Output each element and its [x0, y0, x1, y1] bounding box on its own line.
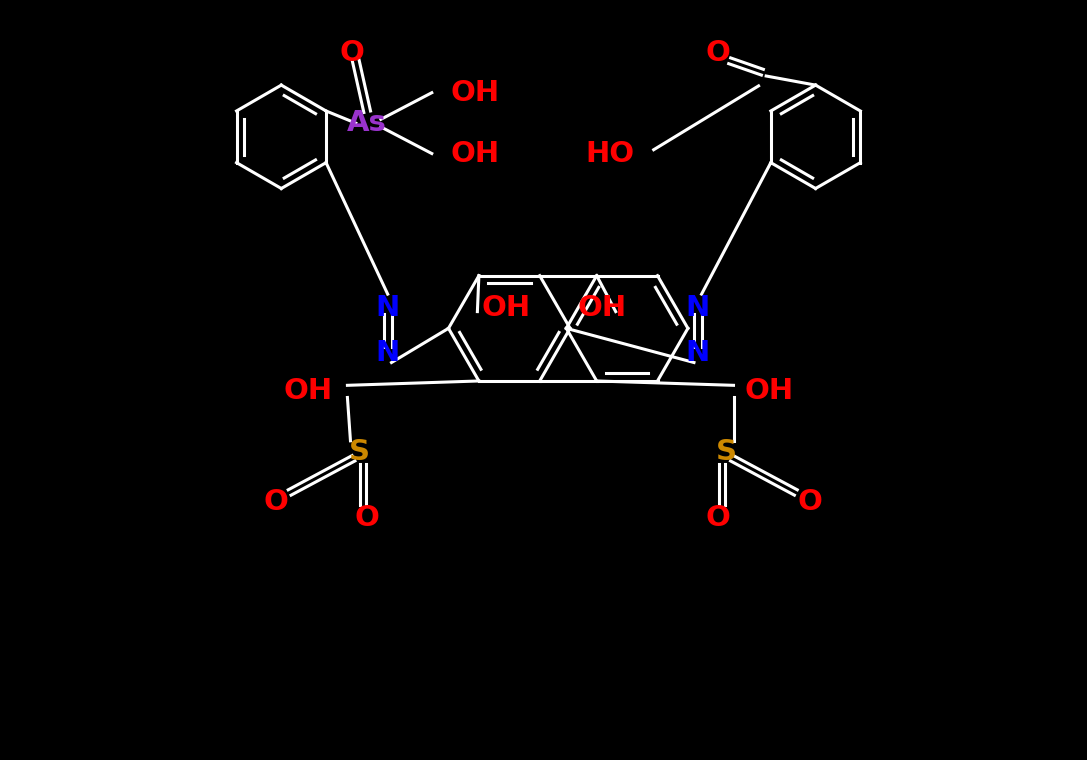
Text: N: N [376, 294, 400, 321]
Text: S: S [349, 439, 370, 466]
Text: O: O [354, 505, 379, 532]
Text: OH: OH [283, 378, 333, 405]
Text: As: As [347, 109, 387, 137]
Text: N: N [686, 294, 710, 321]
Text: S: S [715, 439, 736, 466]
Text: O: O [263, 488, 288, 515]
Text: OH: OH [745, 378, 794, 405]
Text: N: N [686, 340, 710, 367]
Text: O: O [705, 505, 730, 532]
Text: O: O [705, 40, 730, 67]
Text: OH: OH [577, 294, 627, 321]
Text: OH: OH [451, 140, 500, 167]
Text: O: O [797, 488, 822, 515]
Text: HO: HO [586, 140, 635, 167]
Text: O: O [339, 40, 364, 67]
Text: OH: OH [451, 79, 500, 106]
Text: OH: OH [482, 294, 530, 321]
Text: N: N [376, 340, 400, 367]
